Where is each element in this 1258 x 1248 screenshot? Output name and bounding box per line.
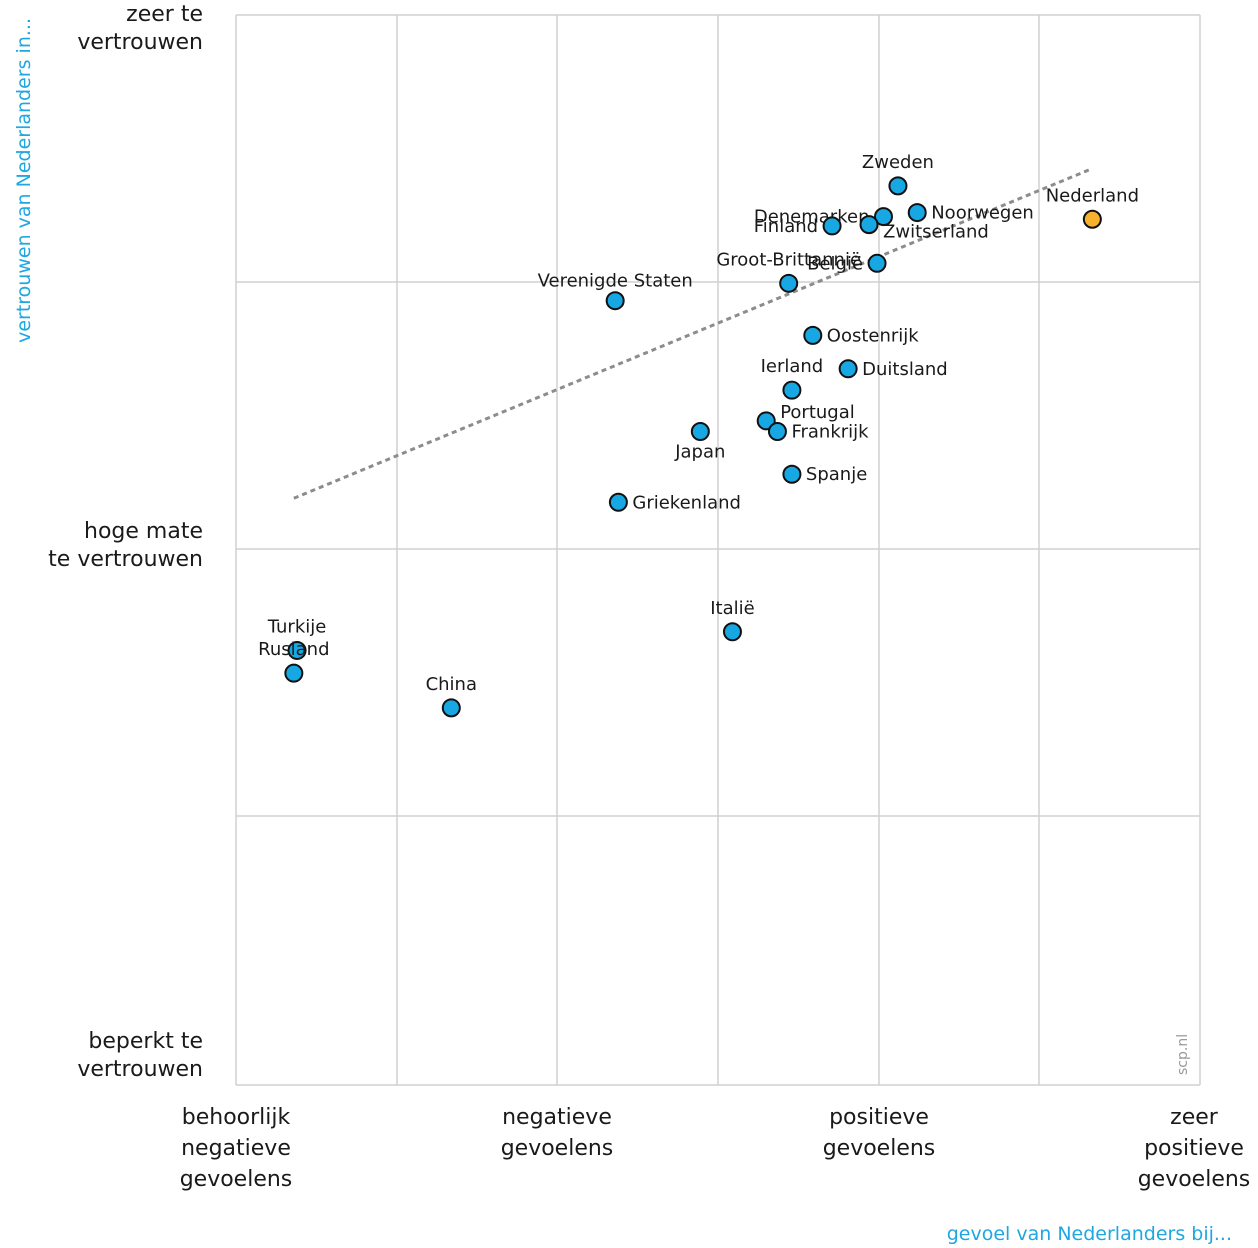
point-label-spanje: Spanje [806,464,867,485]
x-tick-line: positieve [1144,1136,1244,1161]
y-tick-line: te vertrouwen [48,547,203,572]
point-zwitserland [859,215,879,235]
x-tick-line: negatieve [181,1136,291,1161]
y-tick-line: vertrouwen [77,1057,203,1082]
point-label-groot-brittanni-: Groot-Brittannië [716,249,861,270]
point-label-turkije: Turkije [267,616,327,637]
point-label-ierland: Ierland [761,356,824,377]
x-tick-label: positieve gevoelens [823,1105,936,1161]
point-rusland [284,663,304,683]
x-tick-line: gevoelens [823,1136,936,1161]
y-tick-line: beperkt te [88,1029,203,1054]
y-tick-line: hoge mate [84,519,203,544]
point-label-japan: Japan [674,442,725,463]
point-label-oostenrijk: Oostenrijk [827,325,920,346]
x-tick-labels: behoorlijk negatieve gevoelens negatieve gev… [180,1105,1251,1192]
point-label-zwitserland: Zwitserland [883,222,989,243]
point-label-nederland: Nederland [1046,185,1139,206]
point-itali- [722,622,742,642]
point-noorwegen [907,203,927,223]
point-duitsland [838,359,858,379]
watermark: scp.nl [1175,1034,1191,1075]
y-tick-line: zeer te [126,2,203,27]
point-label-zweden: Zweden [862,152,934,173]
point-zweden [888,176,908,196]
point-japan [690,422,710,442]
point-turkije [287,640,307,660]
point-verenigde-staten [605,291,625,311]
y-tick-line: vertrouwen [77,30,203,55]
point-oostenrijk [803,325,823,345]
x-tick-line: positieve [829,1105,929,1130]
point-label-china: China [426,674,477,695]
point-nederland [1082,209,1102,229]
point-groot-brittanni- [779,273,799,293]
x-tick-line: gevoelens [501,1136,614,1161]
y-tick-label: beperkt te vertrouwen [77,1029,203,1082]
y-tick-label: hoge mate te vertrouwen [48,519,203,572]
point-label-verenigde-staten: Verenigde Staten [538,271,693,292]
point-frankrijk [767,422,787,442]
y-axis-title: vertrouwen van Nederlanders in... [13,18,35,343]
point-label-itali-: Italië [710,598,754,619]
x-tick-label: zeer positieve gevoelens [1138,1105,1251,1192]
x-tick-label: behoorlijk negatieve gevoelens [180,1105,293,1192]
x-tick-label: negatieve gevoelens [501,1105,614,1161]
x-tick-line: negatieve [502,1105,612,1130]
x-axis-title: gevoel van Nederlanders bij... [947,1223,1232,1245]
point-china [441,698,461,718]
point-label-noorwegen: Noorwegen [931,203,1034,224]
point-denemarken [873,207,893,227]
y-tick-labels: beperkt te vertrouwen hoge mate te vertrouw… [48,2,203,1082]
point-label-frankrijk: Frankrijk [791,422,869,443]
x-tick-line: gevoelens [180,1167,293,1192]
point-label-griekenland: Griekenland [632,492,741,513]
point-griekenland [608,492,628,512]
point-spanje [782,464,802,484]
point-portugal [756,411,776,431]
point-label-finland: Finland [754,216,818,237]
point-label-portugal: Portugal [780,402,855,423]
point-label-rusland: Rusland [258,639,329,660]
y-tick-label: zeer te vertrouwen [77,2,203,55]
point-ierland [782,380,802,400]
point-finland [822,216,842,236]
grid [235,14,1201,1086]
x-tick-line: gevoelens [1138,1167,1251,1192]
data-points: ZwedenNoorwegenDenemarkenZwitserlandFinl… [258,152,1139,718]
point-belgi- [867,253,887,273]
point-label-duitsland: Duitsland [862,359,948,380]
point-label-belgi-: België [807,253,863,274]
x-tick-line: zeer [1170,1105,1219,1130]
x-tick-line: behoorlijk [182,1105,291,1130]
